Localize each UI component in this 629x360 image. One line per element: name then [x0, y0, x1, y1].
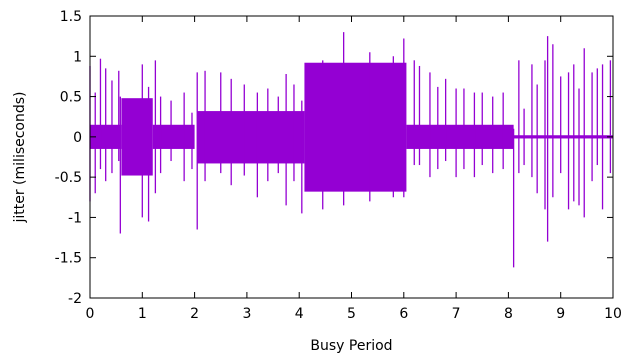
y-tick-label: -2: [68, 291, 82, 307]
x-axis-label: Busy Period: [310, 338, 392, 354]
x-tick-label: 5: [347, 306, 356, 322]
jitter-band-5: [406, 124, 514, 149]
x-tick-label: 4: [295, 306, 304, 322]
y-tick-label: 0: [73, 130, 82, 146]
y-tick-label: 0.5: [60, 90, 82, 106]
x-tick-label: 8: [504, 306, 513, 322]
x-tick-label: 10: [604, 306, 622, 322]
y-tick-label: -0.5: [55, 170, 82, 186]
x-tick-label: 6: [399, 306, 408, 322]
jitter-band-2: [152, 124, 195, 149]
y-tick-label: -1.5: [55, 251, 82, 267]
jitter-band-3: [197, 111, 305, 164]
x-tick-label: 1: [138, 306, 147, 322]
plot-data-layer: [89, 32, 613, 268]
axis-ticks: 0 1 2 3 4 5 6 7 8 9 10 -2 -1.5 -1 -0.5 0 0.5 1 1.5: [55, 9, 622, 322]
x-tick-label: 0: [86, 306, 95, 322]
x-tick-label: 3: [242, 306, 251, 322]
jitter-band-6: [513, 135, 613, 139]
y-axis-label: jitter (miliseconds): [12, 91, 28, 223]
jitter-band-1: [121, 98, 153, 176]
jitter-band-4: [304, 62, 407, 192]
y-tick-label: 1: [73, 49, 82, 65]
x-tick-label: 9: [556, 306, 565, 322]
y-tick-label: 1.5: [60, 9, 82, 25]
y-tick-label: -1: [68, 210, 82, 226]
x-tick-label: 2: [190, 306, 199, 322]
x-tick-label: 7: [452, 306, 461, 322]
